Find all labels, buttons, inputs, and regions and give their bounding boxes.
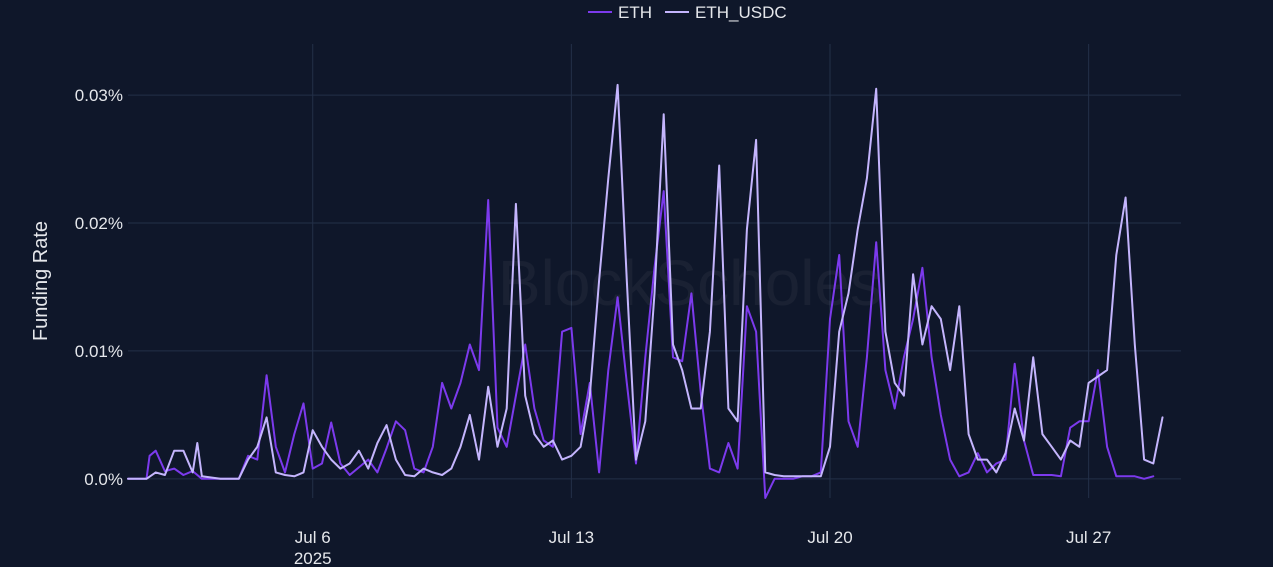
legend-label-0: ETH: [618, 3, 652, 22]
series-line-eth: [127, 190, 1155, 499]
series-lines: [127, 83, 1164, 499]
legend-item-eth[interactable]: ETH: [588, 3, 652, 22]
legend[interactable]: ETH ETH_USDC: [588, 3, 787, 22]
x-tick-label-3: Jul 27: [1066, 528, 1111, 547]
y-tick-label-1: 0.01%: [75, 342, 123, 361]
y-axis-title: Funding Rate: [30, 221, 52, 341]
x-tick-label-2: Jul 20: [807, 528, 852, 547]
y-tick-label-2: 0.02%: [75, 214, 123, 233]
x-tick-sublabel-0: 2025: [294, 549, 332, 567]
x-tick-label-1: Jul 13: [549, 528, 594, 547]
x-axis-ticks: Jul 6 2025 Jul 13 Jul 20 Jul 27: [294, 528, 1111, 567]
series-line-eth-usdc: [127, 83, 1164, 480]
legend-label-1: ETH_USDC: [695, 3, 787, 22]
x-tick-label-0: Jul 6: [295, 528, 331, 547]
grid: [128, 44, 1181, 498]
legend-item-eth-usdc[interactable]: ETH_USDC: [665, 3, 787, 22]
y-axis-ticks: 0.0% 0.01% 0.02% 0.03%: [75, 86, 123, 489]
y-tick-label-0: 0.0%: [84, 470, 123, 489]
y-tick-label-3: 0.03%: [75, 86, 123, 105]
